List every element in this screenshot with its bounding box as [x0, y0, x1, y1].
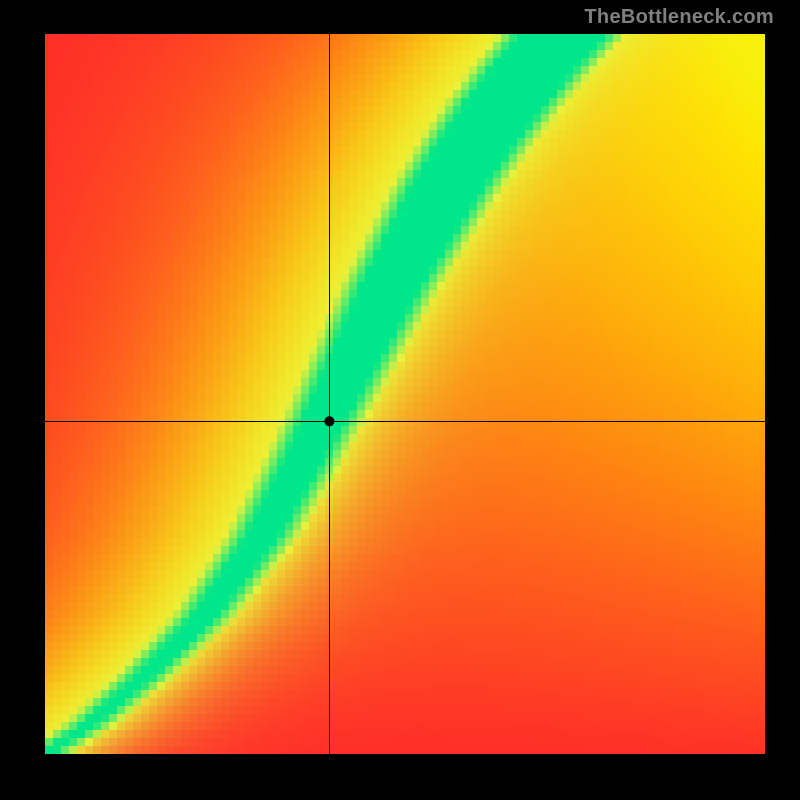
- watermark-text: TheBottleneck.com: [584, 6, 774, 29]
- heatmap-canvas: [45, 34, 765, 754]
- heatmap-plot: [45, 34, 765, 754]
- chart-container: TheBottleneck.com: [0, 0, 800, 800]
